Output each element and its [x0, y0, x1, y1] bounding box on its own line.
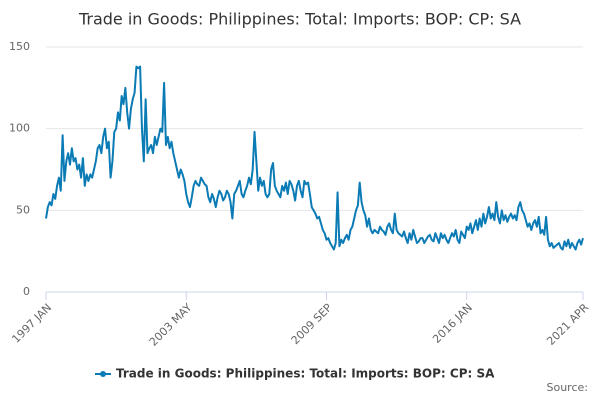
y-tick-label: 100 — [9, 122, 30, 135]
y-tick-label: 0 — [23, 285, 30, 298]
x-tick-label: 1997 JAN — [9, 301, 54, 346]
x-tick-label: 2009 SEP — [289, 301, 335, 347]
legend-marker — [100, 371, 106, 377]
x-tick-label: 2016 JAN — [430, 301, 475, 346]
source: Source: — [547, 381, 589, 394]
y-tick-label: 150 — [9, 40, 30, 53]
x-tick-label: 2003 MAY — [147, 301, 195, 349]
x-tick-label: 2021 APR — [544, 301, 591, 348]
legend-label: Trade in Goods: Philippines: Total: Impo… — [116, 367, 495, 381]
series-line — [45, 65, 584, 251]
chart-title: Trade in Goods: Philippines: Total: Impo… — [78, 10, 521, 29]
y-tick-label: 50 — [16, 203, 30, 216]
